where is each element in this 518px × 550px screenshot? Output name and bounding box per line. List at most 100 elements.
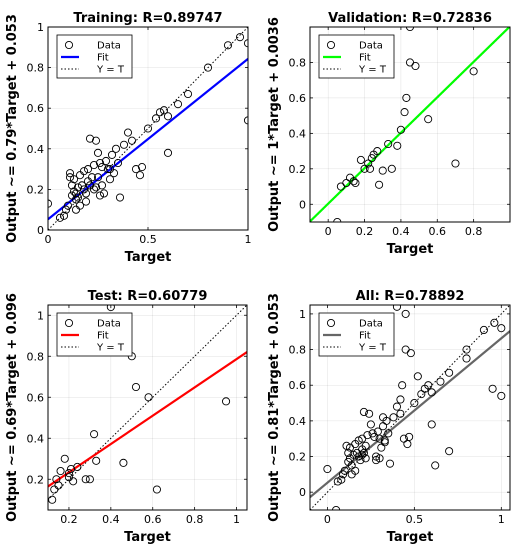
data-point — [85, 475, 94, 484]
y-tick-label: 0 — [37, 224, 44, 237]
legend-entry: Y = T — [358, 65, 387, 76]
y-tick-label: 1 — [37, 309, 44, 322]
data-point — [81, 189, 91, 198]
fit-line — [310, 330, 510, 499]
legend-entry: Data — [359, 319, 383, 330]
data-point — [222, 397, 231, 406]
legend-entry: Fit — [97, 53, 109, 64]
chart-panel-4: 0 0.5 1 0 0.2 0.4 0.6 0.8 1 All: R=0.78892 Target O… — [267, 289, 511, 545]
data-point — [103, 165, 113, 174]
y-tick-label: 0.4 — [27, 432, 45, 445]
y-tick-label: 0.6 — [27, 102, 45, 115]
data-point — [337, 475, 346, 484]
data-point — [65, 169, 75, 178]
legend-data-marker — [64, 318, 74, 328]
data-point — [402, 93, 411, 102]
data-point — [361, 441, 370, 450]
y-tick-label: 0.4 — [289, 127, 307, 140]
data-point — [401, 309, 410, 318]
data-point — [131, 165, 141, 174]
data-point — [340, 466, 349, 475]
y-tick-label: 0 — [299, 198, 306, 211]
data-point — [101, 156, 111, 166]
data-point — [235, 33, 245, 42]
plot-content — [48, 305, 247, 504]
y-tick-label: 0.8 — [27, 350, 45, 363]
data-point — [93, 173, 103, 182]
data-point — [387, 164, 396, 173]
data-point — [137, 163, 147, 172]
data-point — [398, 381, 407, 390]
x-tick-label: 0.5 — [139, 233, 157, 246]
data-point — [365, 409, 374, 418]
data-point — [81, 475, 90, 484]
data-point — [60, 454, 69, 463]
x-axis-label: Target — [387, 242, 434, 257]
data-point — [384, 139, 393, 149]
data-point — [392, 305, 402, 311]
fit-line — [48, 58, 248, 221]
x-tick-label: 0 — [324, 513, 331, 526]
data-point — [85, 134, 95, 143]
data-point — [50, 485, 59, 494]
data-point — [59, 211, 69, 220]
data-point — [97, 181, 107, 190]
data-point — [488, 384, 497, 393]
legend-data-marker — [64, 40, 74, 50]
chart-title: Validation: R=0.72836 — [328, 11, 492, 26]
y-tick-label: 0.4 — [27, 143, 45, 156]
legend-data-marker — [326, 318, 336, 328]
x-tick-label: 0.4 — [392, 225, 410, 238]
data-point — [349, 177, 358, 186]
data-point — [107, 150, 117, 159]
legend-entry: Y = T — [96, 343, 125, 354]
data-point — [378, 166, 387, 175]
data-point — [396, 395, 405, 404]
axes-box — [309, 26, 511, 223]
y-tick-label: 0.6 — [27, 391, 45, 404]
data-point — [479, 325, 488, 335]
data-point — [163, 148, 173, 157]
x-tick-label: 0.2 — [356, 225, 374, 238]
data-point — [143, 124, 153, 133]
data-point — [462, 345, 471, 354]
x-tick-label: 0.2 — [60, 513, 78, 526]
identity-line — [310, 305, 510, 510]
y-tick-label: 0.2 — [289, 451, 307, 464]
data-point — [389, 413, 398, 422]
data-point — [497, 324, 506, 333]
axes-box — [309, 304, 511, 511]
data-point — [64, 469, 73, 478]
data-point — [83, 165, 93, 174]
data-point — [451, 159, 460, 168]
legend-entry: Fit — [359, 53, 371, 64]
data-point — [119, 140, 129, 149]
data-point — [469, 67, 478, 76]
data-point — [445, 447, 454, 456]
data-point — [64, 473, 73, 482]
x-tick-label: 1 — [245, 233, 252, 246]
data-point — [56, 466, 65, 476]
legend-entry: Fit — [97, 331, 109, 342]
data-point — [462, 354, 471, 363]
chart-panel-2: 0 0.2 0.4 0.6 0.8 0 0.2 0.4 0.6 0.8 Validation: R=… — [267, 11, 511, 257]
data-point — [91, 183, 101, 192]
data-point — [385, 459, 395, 468]
data-point — [155, 108, 165, 117]
x-tick-label: 0.8 — [186, 513, 204, 526]
x-axis-label: Target — [387, 530, 434, 545]
data-point — [424, 115, 433, 124]
data-point — [344, 448, 353, 458]
data-point — [123, 128, 133, 137]
data-point — [65, 173, 75, 182]
legend-data-marker — [326, 40, 336, 50]
data-point — [92, 456, 101, 465]
y-axis-label: Output ~= 0.81*Target + 0.053 — [267, 293, 282, 522]
data-point — [69, 175, 79, 184]
data-point — [144, 393, 153, 402]
legend-entry: Data — [97, 319, 121, 330]
data-point — [436, 377, 445, 386]
x-tick-label: 1 — [233, 513, 240, 526]
